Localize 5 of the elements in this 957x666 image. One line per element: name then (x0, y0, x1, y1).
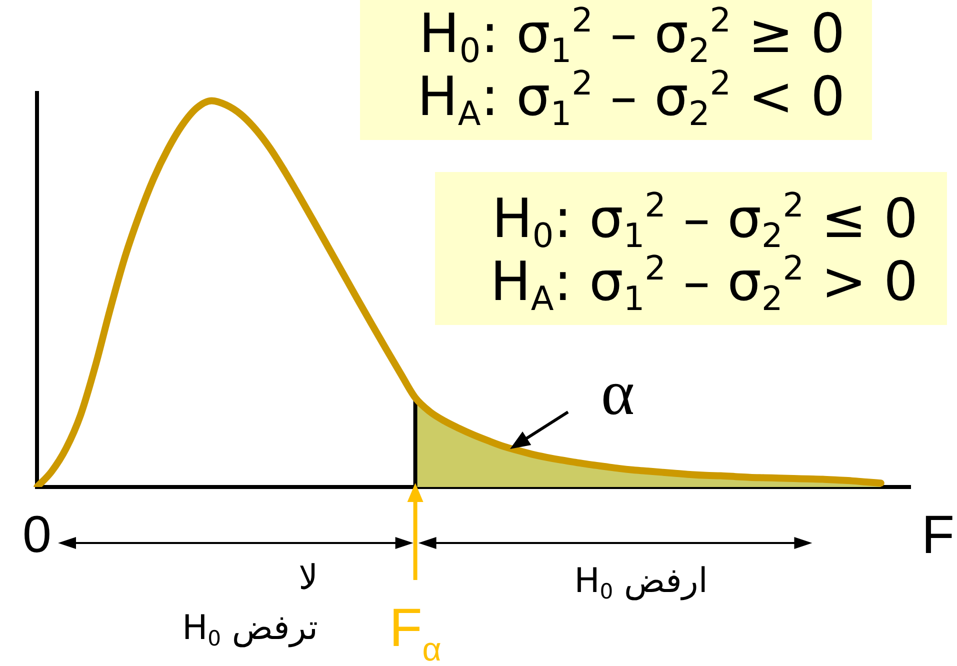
x-axis-title: F (922, 505, 955, 565)
text: H$_{0}$: σ$_{1}$$^{2}$ – σ$_{2}$$^{2}$ ≥ 0 H$_{A}$: σ$_{1}$$^{2}$ – σ$_{2}$$^{2}$ < 0 (417, 0, 845, 134)
text: H$_{0}$: σ$_{1}$$^{2}$ – σ$_{2}$$^{2}$ ≤ 0 H$_{A}$: σ$_{1}$$^{2}$ – σ$_{2}$$^{2}$ > 0 (490, 185, 918, 318)
annotation: α (601, 356, 635, 430)
x-tick-label: 0 (22, 506, 52, 564)
